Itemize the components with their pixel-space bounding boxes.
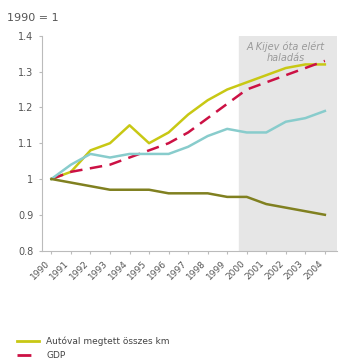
Text: A Kijev óta elért
haladás: A Kijev óta elért haladás (247, 41, 325, 63)
Bar (239, 36, 336, 251)
Text: 1990 = 1: 1990 = 1 (7, 13, 59, 23)
Legend: Autóval megtett összes km, GDP, Összes üzemanyag-fogyasztás autónként, Átlagos ü: Autóval megtett összes km, GDP, Összes ü… (17, 337, 236, 358)
